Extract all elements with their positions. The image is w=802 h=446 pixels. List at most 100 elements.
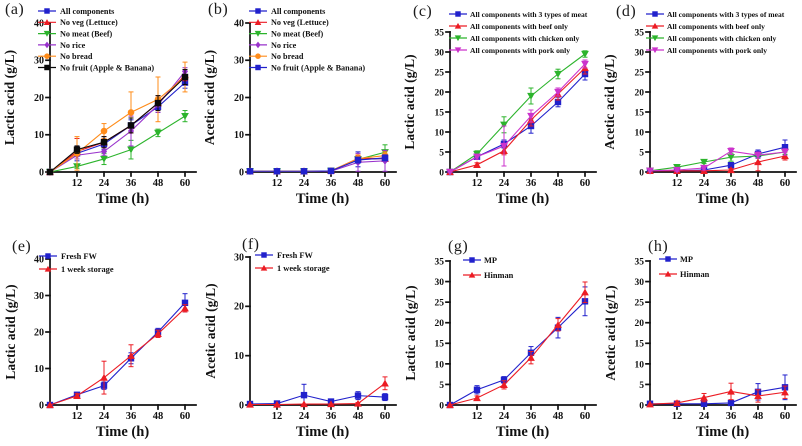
plot-h-acetic-acid-mp-hinman: 0 5 10 15 20 25 30 35 12 24 36 48 60 Acetic acid (g/L… bbox=[603, 255, 797, 440]
x-tick-label: 24 bbox=[299, 411, 310, 422]
data-point-marker bbox=[100, 147, 108, 156]
data-point-marker bbox=[446, 401, 454, 409]
x-tick-label: 24 bbox=[699, 178, 710, 189]
legend-label: No veg (Lettuce) bbox=[271, 18, 329, 27]
chart-c: 0 5 10 15 20 25 30 35 12 24 36 48 60 Lactic acid (g/L… bbox=[402, 10, 597, 207]
series-mp bbox=[446, 286, 589, 409]
data-point-marker bbox=[527, 92, 535, 100]
legend-label: MP bbox=[680, 255, 693, 264]
data-point-marker bbox=[781, 144, 789, 151]
y-tick-label: 5 bbox=[439, 381, 444, 391]
series-line bbox=[449, 73, 586, 173]
y-tick-label: 20 bbox=[234, 302, 244, 313]
chart-h: 0 5 10 15 20 25 30 35 12 24 36 48 60 Acetic acid (g/L… bbox=[603, 255, 797, 440]
data-point-marker bbox=[127, 109, 135, 116]
data-point-marker bbox=[700, 400, 708, 407]
legend-marker-circle-icon bbox=[44, 53, 50, 60]
x-tick-label: 36 bbox=[126, 178, 137, 189]
data-point-marker bbox=[700, 164, 708, 172]
series-line bbox=[250, 158, 385, 172]
y-tick-label: 25 bbox=[635, 299, 645, 309]
legend-marker-triangle-down-icon bbox=[454, 47, 462, 54]
y-tick-label: 30 bbox=[635, 278, 645, 288]
axes bbox=[245, 256, 397, 410]
x-tick-label: 24 bbox=[499, 178, 510, 189]
y-tick-label: 35 bbox=[635, 257, 645, 267]
data-point-marker bbox=[246, 168, 254, 175]
y-axis-title: Lactic acid (g/L) bbox=[402, 54, 417, 149]
y-tick-label: 10 bbox=[34, 130, 44, 141]
data-point-marker bbox=[754, 152, 762, 159]
legend-label: No rice bbox=[271, 41, 297, 50]
panel-h: (h) 0 5 10 15 20 25 30 35 12 24 36 48 60 Acetic acid … bbox=[600, 223, 802, 446]
legend-marker-triangle-up-icon bbox=[44, 265, 52, 272]
series-line bbox=[650, 155, 786, 172]
data-point-marker bbox=[181, 112, 189, 120]
data-point-marker bbox=[527, 112, 535, 120]
y-tick-label: 25 bbox=[435, 299, 445, 309]
series-hinman bbox=[646, 382, 789, 408]
legend-marker-triangle-down-icon bbox=[43, 30, 51, 37]
axes bbox=[445, 260, 597, 410]
x-tick-label: 60 bbox=[580, 411, 591, 422]
plot-g-lactic-acid-mp-hinman: 0 5 10 15 20 25 30 35 12 24 36 48 60 Lactic acid (g/L… bbox=[403, 256, 597, 440]
x-tick-label: 12 bbox=[72, 178, 83, 189]
y-tick-label: 35 bbox=[635, 28, 645, 38]
legend-marker-triangle-up-icon bbox=[664, 270, 672, 277]
series-line bbox=[449, 67, 586, 173]
y-tick-label: 0 bbox=[639, 168, 644, 178]
data-point-marker bbox=[727, 399, 735, 407]
x-tick-label: 36 bbox=[326, 411, 337, 422]
x-tick-label: 36 bbox=[326, 178, 337, 189]
y-tick-label: 20 bbox=[34, 93, 44, 104]
legend-label: No meat (Beef) bbox=[60, 30, 113, 39]
axes bbox=[45, 258, 197, 410]
legend-label: All components bbox=[60, 7, 114, 16]
data-point-marker bbox=[700, 393, 708, 401]
data-point-marker bbox=[527, 353, 535, 361]
x-tick-label: 24 bbox=[699, 411, 710, 422]
x-tick-label: 24 bbox=[99, 178, 110, 189]
axes bbox=[45, 22, 197, 177]
series-all-components-with-beef-only bbox=[446, 61, 589, 176]
plot-c-lactic-acid-meats: 0 5 10 15 20 25 30 35 12 24 36 48 60 Lactic acid (g/L… bbox=[402, 10, 597, 207]
legend-marker-circle-icon bbox=[255, 53, 261, 60]
data-point-marker bbox=[273, 400, 281, 408]
y-tick-label: 10 bbox=[34, 364, 44, 375]
x-tick-label: 60 bbox=[780, 178, 791, 189]
y-tick-label: 20 bbox=[34, 327, 44, 338]
x-tick-label: 36 bbox=[526, 411, 537, 422]
data-point-marker bbox=[473, 153, 481, 161]
series-line bbox=[49, 307, 186, 406]
y-tick-label: 30 bbox=[234, 252, 244, 263]
legend-label: No meat (Beef) bbox=[271, 30, 324, 39]
y-axis-title: Lactic acid (g/L) bbox=[2, 50, 17, 145]
panel-b: (b) 0 10 20 30 40 12 24 36 48 60 Acetic acid (g/L)… bbox=[200, 0, 400, 223]
panel-letter: (b) bbox=[208, 1, 229, 18]
series-line bbox=[250, 158, 386, 172]
chart-g: 0 5 10 15 20 25 30 35 12 24 36 48 60 Lactic acid (g/L… bbox=[403, 256, 597, 440]
panel-letter: (h) bbox=[648, 238, 669, 255]
y-tick-label: 40 bbox=[234, 18, 244, 29]
data-point-marker bbox=[727, 154, 735, 161]
x-tick-label: 12 bbox=[472, 411, 483, 422]
series-all-components-with-pork-only bbox=[446, 59, 589, 176]
y-tick-label: 30 bbox=[34, 56, 44, 67]
y-axis-title: Lactic acid (g/L) bbox=[3, 284, 18, 379]
legend-marker-triangle-up-icon bbox=[468, 271, 476, 278]
legend: All components with 3 types of meat All c… bbox=[646, 10, 785, 55]
panel-letter: (e) bbox=[12, 238, 32, 255]
data-point-marker bbox=[181, 304, 189, 312]
series-no-meat-beef bbox=[46, 110, 189, 176]
y-tick-label: 30 bbox=[635, 48, 645, 58]
legend-label: 1 week storage bbox=[61, 265, 114, 274]
axes bbox=[445, 31, 597, 177]
x-tick-label: 24 bbox=[499, 411, 510, 422]
x-tick-label: 48 bbox=[353, 411, 364, 422]
data-point-marker bbox=[127, 146, 135, 154]
chart-e: 0 10 20 30 40 12 24 36 48 60 Lactic acid (g/L) Time… bbox=[3, 252, 197, 440]
y-tick-label: 25 bbox=[635, 68, 645, 78]
y-tick-label: 15 bbox=[635, 340, 645, 350]
series-line bbox=[449, 63, 586, 173]
y-tick-label: 30 bbox=[435, 278, 445, 288]
